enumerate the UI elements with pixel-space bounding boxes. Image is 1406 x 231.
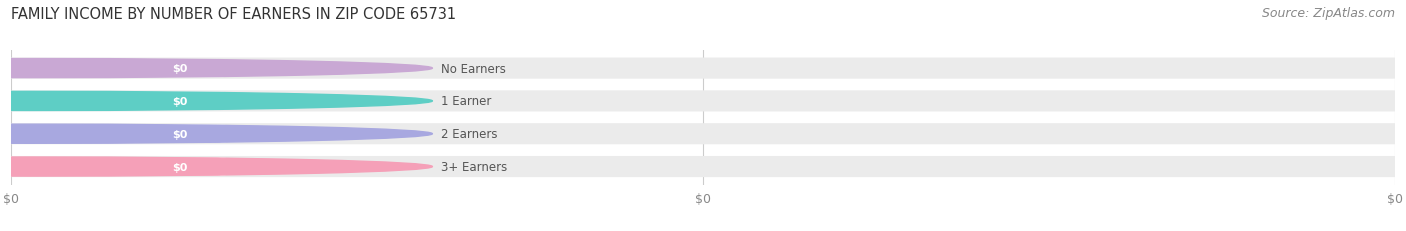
- FancyBboxPatch shape: [0, 91, 1406, 112]
- FancyBboxPatch shape: [141, 125, 221, 143]
- Text: $0: $0: [173, 64, 188, 74]
- FancyBboxPatch shape: [4, 125, 226, 143]
- Text: 2 Earners: 2 Earners: [440, 128, 498, 141]
- FancyBboxPatch shape: [4, 158, 226, 176]
- FancyBboxPatch shape: [0, 58, 1406, 79]
- Text: FAMILY INCOME BY NUMBER OF EARNERS IN ZIP CODE 65731: FAMILY INCOME BY NUMBER OF EARNERS IN ZI…: [11, 7, 457, 22]
- FancyBboxPatch shape: [141, 93, 221, 110]
- Text: 1 Earner: 1 Earner: [440, 95, 491, 108]
- Circle shape: [0, 92, 433, 111]
- Circle shape: [0, 125, 433, 144]
- Text: No Earners: No Earners: [440, 62, 506, 75]
- FancyBboxPatch shape: [4, 60, 226, 78]
- Text: $0: $0: [173, 162, 188, 172]
- Text: 3+ Earners: 3+ Earners: [440, 160, 508, 173]
- Text: Source: ZipAtlas.com: Source: ZipAtlas.com: [1261, 7, 1395, 20]
- Text: $0: $0: [173, 129, 188, 139]
- Circle shape: [0, 59, 433, 78]
- FancyBboxPatch shape: [0, 124, 1406, 145]
- FancyBboxPatch shape: [141, 158, 221, 176]
- Circle shape: [0, 157, 433, 176]
- FancyBboxPatch shape: [4, 92, 226, 111]
- Text: $0: $0: [173, 97, 188, 106]
- FancyBboxPatch shape: [141, 60, 221, 78]
- FancyBboxPatch shape: [0, 156, 1406, 177]
